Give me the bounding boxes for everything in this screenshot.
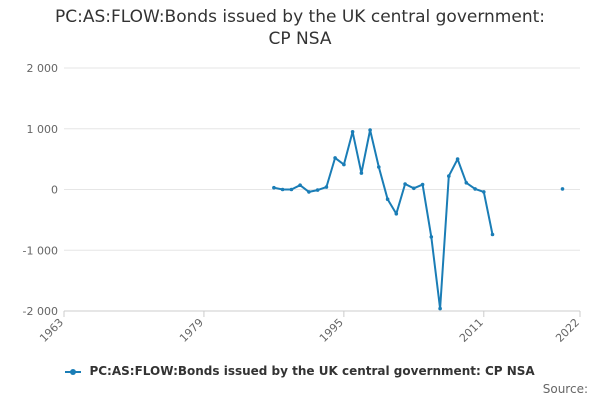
data-point [412, 186, 416, 191]
x-tick-label: 1995 [317, 316, 346, 345]
legend-line-marker-icon [65, 367, 82, 377]
data-point [289, 187, 294, 192]
data-point [298, 183, 302, 187]
chart-title: PC:AS:FLOW:Bonds issued by the UK centra… [0, 6, 600, 50]
data-point [429, 235, 434, 239]
data-point [394, 212, 399, 216]
data-point [455, 157, 460, 161]
data-point [307, 190, 311, 194]
data-point [482, 190, 486, 194]
data-point [447, 174, 451, 178]
x-tick-label: 2022 [553, 316, 582, 345]
legend-label: PC:AS:FLOW:Bonds issued by the UK centra… [89, 364, 535, 378]
source-label: Source: [542, 382, 588, 396]
data-point [464, 181, 469, 185]
x-tick-label: 2011 [457, 316, 486, 345]
data-point [272, 185, 276, 190]
y-tick-label: 2 000 [27, 62, 59, 75]
data-point [490, 232, 495, 237]
y-tick-label: -2 000 [23, 305, 58, 318]
chart-title-line2: CP NSA [268, 29, 332, 49]
y-tick-label: 1 000 [27, 123, 59, 136]
data-point [560, 187, 565, 191]
data-point [350, 130, 355, 134]
data-point [377, 165, 381, 169]
x-tick-label: 1979 [177, 316, 206, 345]
data-point [403, 182, 407, 186]
data-point [342, 162, 346, 167]
data-point [385, 197, 390, 201]
data-point [420, 182, 425, 187]
data-point [368, 128, 372, 132]
y-tick-label: 0 [51, 184, 58, 197]
chart-title-line1: PC:AS:FLOW:Bonds issued by the UK centra… [54, 7, 545, 27]
x-tick-label: 1963 [37, 316, 66, 345]
data-point [438, 306, 442, 311]
data-point [473, 187, 477, 191]
y-tick-label: -1 000 [23, 244, 58, 257]
data-point [280, 187, 285, 192]
data-point [315, 188, 320, 192]
data-point [324, 185, 329, 189]
legend[interactable]: PC:AS:FLOW:Bonds issued by the UK centra… [0, 364, 600, 378]
series-line [273, 129, 494, 310]
data-point [333, 156, 337, 160]
data-point [359, 171, 364, 175]
